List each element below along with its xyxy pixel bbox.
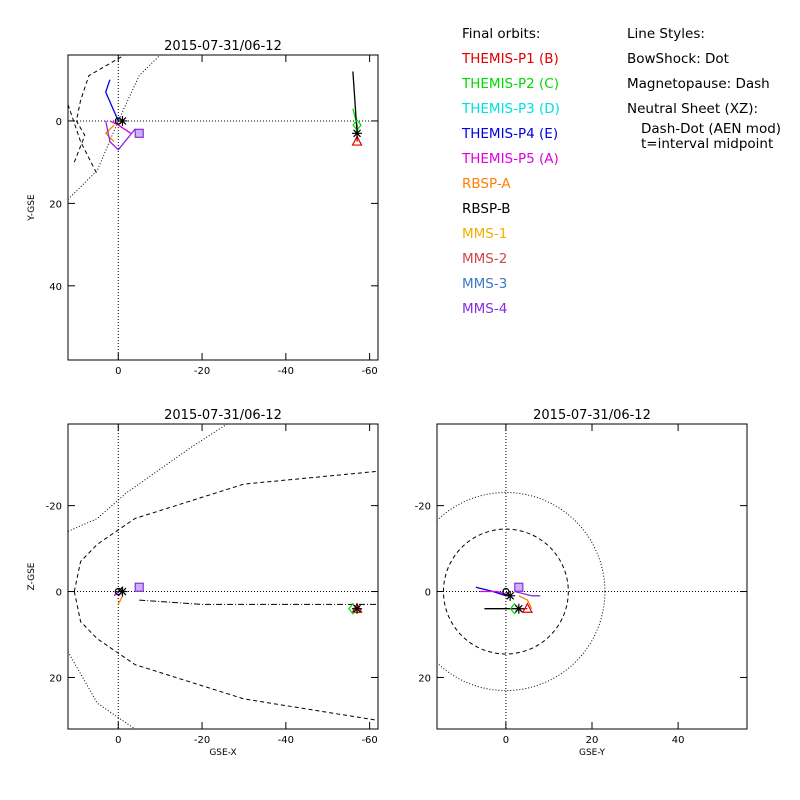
x-tick-label: -60: [361, 366, 377, 377]
marker-rbsp-b: [352, 128, 363, 139]
marker-mms-4: [134, 128, 144, 138]
legend-item-mms-2: MMS-2: [462, 251, 508, 267]
earth-marker: [502, 587, 510, 596]
orbit-trace-rbsp-a: [105, 124, 115, 143]
y-tick-label: 0: [56, 117, 62, 128]
y-tick-label: 20: [49, 199, 62, 210]
legend-item-mms-1: MMS-1: [462, 226, 508, 242]
x-tick-label: -20: [194, 366, 210, 377]
x-tick-label: 40: [672, 735, 685, 746]
legend-item-themis-p4: THEMIS-P4 (E): [462, 126, 559, 142]
x-tick-label: -40: [278, 366, 294, 377]
y-tick-label: 0: [425, 588, 431, 599]
axes-frame: [67, 423, 379, 730]
magnetopause-boundary: [68, 104, 98, 175]
x-tick-label: -60: [361, 735, 377, 746]
x-tick-label: 0: [115, 735, 121, 746]
legend-item-themis-p2: THEMIS-P2 (C): [462, 76, 559, 92]
x-axis-label: GSE-Y: [579, 748, 606, 758]
marker-rbsp-b: [117, 115, 128, 126]
axes-frame: [436, 423, 748, 730]
y-tick-label: 20: [49, 673, 62, 684]
bowshock-boundary: [68, 55, 161, 200]
y-tick-label: -20: [415, 502, 431, 513]
marker-rbsp-b: [505, 590, 516, 601]
magnetopause-boundary: [73, 591, 378, 721]
marker-themis-p1-b: [351, 135, 363, 146]
orbits-legend: Final orbits: THEMIS-P1 (B) THEMIS-P2 (C…: [462, 22, 560, 322]
x-tick-label: -40: [278, 735, 294, 746]
style-bowshock: BowShock: Dot: [627, 51, 729, 67]
y-tick-label: -20: [46, 502, 62, 513]
legend-item-themis-p5: THEMIS-P5 (A): [462, 151, 559, 167]
plot-area: [68, 424, 378, 729]
magnetopause-boundary: [73, 55, 126, 163]
y-tick-label: 40: [49, 282, 62, 293]
legend-item-mms-4: MMS-4: [462, 301, 508, 317]
orbits-legend-title: Final orbits:: [462, 26, 541, 42]
marker-rbsp-b: [513, 603, 524, 614]
orbit-trace-rbsp-a: [518, 595, 533, 609]
orbit-trace-mms-4: [514, 590, 541, 597]
axes-frame: [67, 54, 379, 361]
legend-item-themis-p1: THEMIS-P1 (B): [462, 51, 559, 67]
marker-rbsp-b: [352, 603, 363, 614]
styles-legend: Line Styles: BowShock: Dot Magnetopause:…: [627, 22, 781, 152]
marker-rbsp-b: [117, 586, 128, 597]
marker-mms-4: [134, 582, 144, 592]
legend-item-rbsp-a: RBSP-A: [462, 176, 511, 192]
legend-item-rbsp-b: RBSP-B: [462, 201, 511, 217]
y-axis-label: Z-GSE: [27, 562, 37, 590]
styles-legend-title: Line Styles:: [627, 26, 705, 42]
plot-area: [68, 55, 378, 360]
legend-item-themis-p3: THEMIS-P3 (D): [462, 101, 560, 117]
y-tick-label: 20: [418, 673, 431, 684]
panel-xy: 2015-07-31/06-12 0 -20 -40 -60 0 20 40 Y-GSE: [27, 39, 379, 377]
neutral-sheet-boundary: [139, 599, 378, 605]
style-midpoint: t=interval midpoint: [641, 136, 774, 152]
y-tick-label: 0: [56, 588, 62, 599]
y-axis-label: Y-GSE: [27, 194, 37, 222]
x-tick-label: -20: [194, 735, 210, 746]
orbit-trace-themis-p4-e: [105, 79, 119, 122]
marker-mms-4: [514, 582, 524, 592]
orbit-trace-rbsp-a: [117, 595, 124, 605]
magnetopause-boundary: [442, 528, 569, 655]
panel-title: 2015-07-31/06-12: [164, 408, 282, 423]
magnetopause-boundary: [73, 470, 378, 592]
orbit-trace-themis-p5-a: [109, 120, 132, 134]
x-tick-label: 20: [586, 735, 599, 746]
panel-xz: 2015-07-31/06-12 0 -20 -40 -60 -20 0 20 GSE-X Z-G…: [27, 408, 379, 758]
bowshock-boundary: [68, 424, 228, 532]
panel-yz: 2015-07-31/06-12 0 20 40 -20 0 20 GSE-Y: [415, 408, 748, 758]
style-neutral-sheet: Neutral Sheet (XZ):: [627, 101, 759, 117]
plot-area: [437, 424, 747, 729]
marker-themis-p1-b: [521, 602, 533, 613]
x-axis-label: GSE-X: [209, 748, 236, 758]
x-tick-label: 0: [503, 735, 509, 746]
panel-title: 2015-07-31/06-12: [164, 39, 282, 54]
legend-item-mms-3: MMS-3: [462, 276, 508, 292]
orbit-trace-rbsp-b: [352, 71, 358, 134]
panel-title: 2015-07-31/06-12: [533, 408, 651, 423]
bowshock-boundary: [437, 492, 606, 692]
style-magnetopause: Magnetopause: Dash: [627, 76, 770, 92]
x-tick-label: 0: [115, 366, 121, 377]
bowshock-boundary: [68, 651, 136, 729]
style-neutral-sheet-detail: Dash-Dot (AEN mod): [641, 121, 782, 137]
